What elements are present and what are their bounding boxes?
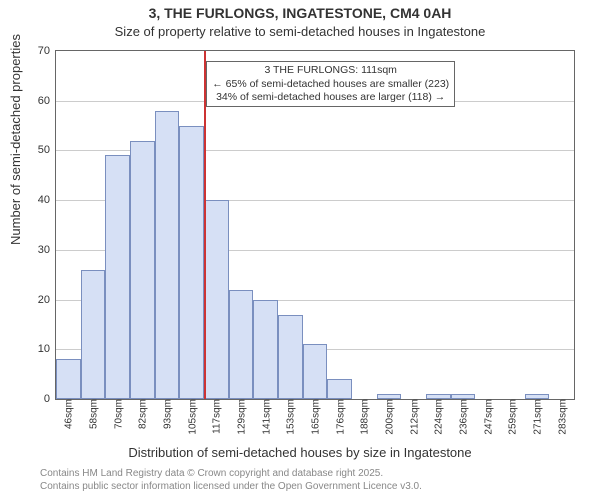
y-axis-label: Number of semi-detached properties [8,34,23,245]
x-tick-label: 93sqm [161,399,174,429]
histogram-bar [278,315,303,400]
histogram-bar [229,290,254,399]
annotation-line: 3 THE FURLONGS: 111sqm [212,64,449,77]
annotation-line: ← 65% of semi-detached houses are smalle… [212,78,449,91]
y-tick-label: 30 [38,244,56,256]
histogram-bar [179,126,204,399]
x-tick-label: 82sqm [136,399,149,429]
attribution-text: Contains HM Land Registry data © Crown c… [40,468,422,493]
histogram-bar [327,379,352,399]
plot-area: 01020304050607046sqm58sqm70sqm82sqm93sqm… [55,50,575,400]
x-tick-label: 283sqm [555,399,568,435]
x-tick-label: 70sqm [111,399,124,429]
y-tick-label: 10 [38,343,56,355]
x-tick-label: 58sqm [87,399,100,429]
histogram-bar [204,200,229,399]
x-tick-label: 105sqm [185,399,198,435]
x-tick-label: 224sqm [432,399,445,435]
chart-title: 3, THE FURLONGS, INGATESTONE, CM4 0AH [0,5,600,21]
x-tick-label: 46sqm [62,399,75,429]
chart-subtitle: Size of property relative to semi-detach… [0,24,600,39]
histogram-bar [130,141,155,400]
y-tick-label: 70 [38,45,56,57]
attribution-line: Contains HM Land Registry data © Crown c… [40,468,422,481]
x-tick-label: 271sqm [531,399,544,435]
y-tick-label: 50 [38,144,56,156]
y-tick-label: 60 [38,95,56,107]
x-tick-label: 153sqm [284,399,297,435]
x-tick-label: 176sqm [333,399,346,435]
annotation-box: 3 THE FURLONGS: 111sqm← 65% of semi-deta… [206,61,455,106]
x-tick-label: 259sqm [506,399,519,435]
histogram-bar [155,111,180,399]
y-tick-label: 40 [38,194,56,206]
y-tick-label: 20 [38,294,56,306]
histogram-bar [105,155,130,399]
x-tick-label: 129sqm [235,399,248,435]
x-axis-label: Distribution of semi-detached houses by … [0,445,600,460]
histogram-bar [81,270,106,399]
x-tick-label: 212sqm [407,399,420,435]
x-tick-label: 117sqm [210,399,223,434]
annotation-line: 34% of semi-detached houses are larger (… [212,91,449,104]
x-tick-label: 141sqm [259,399,272,435]
histogram-bar [56,359,81,399]
x-tick-label: 247sqm [481,399,494,435]
histogram-bar [253,300,278,399]
x-tick-label: 236sqm [457,399,470,435]
y-tick-label: 0 [44,393,56,405]
x-tick-label: 165sqm [309,399,322,435]
x-tick-label: 188sqm [358,399,371,435]
histogram-bar [303,344,328,399]
x-tick-label: 200sqm [383,399,396,435]
attribution-line: Contains public sector information licen… [40,481,422,494]
